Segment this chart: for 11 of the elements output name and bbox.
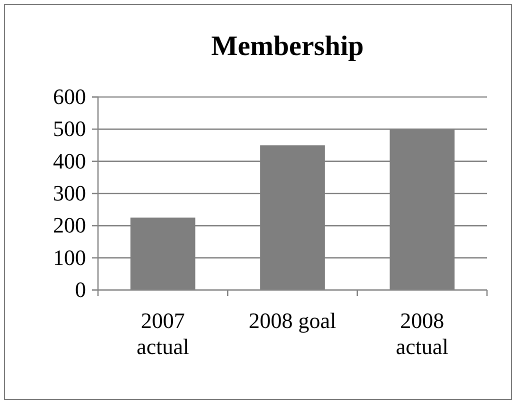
y-tick-label: 500 <box>53 116 86 142</box>
y-tick-label: 0 <box>75 277 86 302</box>
y-tick-label: 600 <box>53 84 86 110</box>
chart-title: Membership <box>211 31 364 62</box>
y-tick-label: 400 <box>53 148 86 174</box>
y-tick-label: 100 <box>53 244 86 270</box>
x-tick-label: 2007 actual <box>136 308 190 359</box>
y-tick-label: 300 <box>53 180 86 206</box>
y-tick-label: 200 <box>53 212 86 238</box>
x-tick-label: 2008 actual <box>396 308 448 359</box>
x-tick-label: 2008 goal <box>248 308 336 333</box>
